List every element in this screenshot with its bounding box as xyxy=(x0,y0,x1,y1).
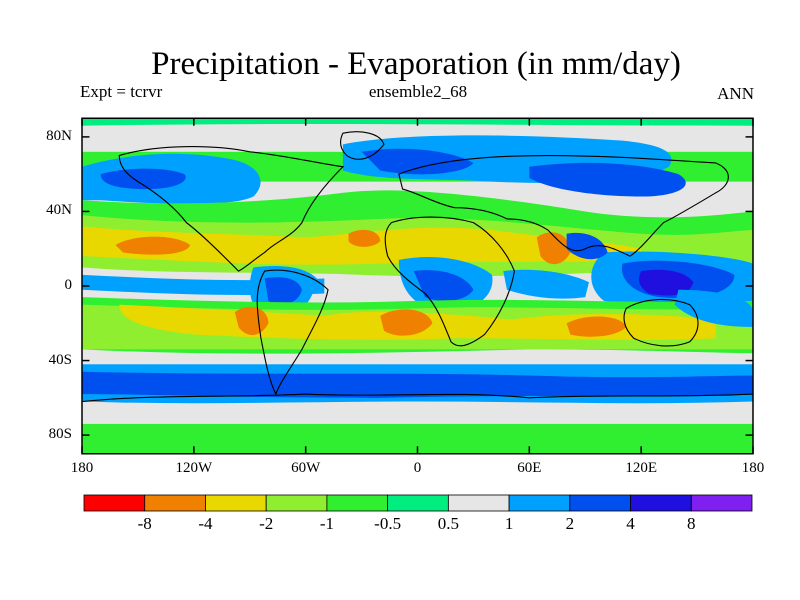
lat-tick-label: 0 xyxy=(64,277,73,293)
colorbar-swatch xyxy=(569,494,631,512)
lat-tick-label: 40N xyxy=(46,202,72,219)
south-atlantic-orange xyxy=(380,309,433,336)
lon-tick-label: 120E xyxy=(625,460,657,476)
experiment-label: Expt = tcrvr xyxy=(80,82,163,101)
lon-tick-label: 180 xyxy=(741,460,765,476)
colorbar-swatch xyxy=(447,494,510,512)
indian-ocean-blue xyxy=(503,269,589,299)
lat-tick-label: 80S xyxy=(48,426,72,443)
colorbar-tick-label: 4 xyxy=(626,514,635,533)
colorbar-swatch xyxy=(83,494,146,512)
colorbar-tick-label: 1 xyxy=(504,514,514,533)
colorbar-swatch xyxy=(326,494,389,512)
longitude-ticks xyxy=(81,118,754,454)
pme-map xyxy=(81,117,754,455)
arabia-orange xyxy=(536,232,571,265)
map-title: Precipitation - Evaporation (in mm/day) xyxy=(151,46,681,82)
colorbar-tick-label: 8 xyxy=(687,514,696,533)
southern-ocean-grey xyxy=(82,349,753,369)
colorbar xyxy=(83,494,753,512)
congo-darkblue xyxy=(413,270,474,302)
period-label: ANN xyxy=(717,84,754,103)
lat-tick-label: 80N xyxy=(46,127,72,144)
colorbar-swatch xyxy=(630,494,692,512)
antarctic-grey xyxy=(82,401,753,424)
coastlines xyxy=(82,131,753,403)
coast-australia xyxy=(623,298,699,347)
colorbar-tick-label: -0.5 xyxy=(374,514,402,533)
siberia-blue xyxy=(529,162,686,197)
coast-africa xyxy=(384,216,515,347)
lon-tick-label: 0 xyxy=(413,460,422,476)
north-india-blue xyxy=(566,232,608,260)
colorbar-swatch xyxy=(144,494,206,512)
colorbar-swatch xyxy=(205,494,267,512)
ensemble-label: ensemble2_68 xyxy=(368,82,468,101)
colorbar-tick-label: -2 xyxy=(259,514,274,533)
latitude-ticks xyxy=(82,136,753,436)
coast-greenland xyxy=(339,131,385,160)
colorbar-tick-label: 0.5 xyxy=(437,514,459,533)
colorbar-tick-label: 2 xyxy=(565,514,575,533)
coast-antarctica xyxy=(82,393,753,403)
amazon-darkblue xyxy=(264,277,302,305)
colorbar-swatch xyxy=(387,494,449,512)
south-indian-orange xyxy=(566,316,627,337)
lon-tick-label: 180 xyxy=(70,460,94,476)
colorbar-tick-label: -8 xyxy=(137,514,152,533)
lat-tick-label: 40S xyxy=(48,351,72,368)
north-pacific-orange xyxy=(115,236,191,255)
southern-ocean-darkblue xyxy=(82,371,753,398)
lon-tick-label: 60W xyxy=(291,460,321,476)
coast-north-america xyxy=(118,146,345,272)
colorbar-tick-label: -4 xyxy=(198,514,213,533)
south-pacific-convergence-blue xyxy=(674,289,753,328)
colorbar-swatch xyxy=(690,494,753,512)
lon-tick-label: 120W xyxy=(175,460,213,476)
lon-tick-label: 60E xyxy=(517,460,542,476)
north-atlantic-darkblue xyxy=(361,148,474,175)
coast-europe-asia xyxy=(398,154,729,257)
colorbar-tick-label: -1 xyxy=(319,514,334,533)
coast-south-america xyxy=(256,269,329,396)
maritime-continent-purple xyxy=(638,269,694,296)
colorbar-swatch xyxy=(265,494,328,512)
north-pacific-darkblue xyxy=(100,168,186,190)
north-atlantic-orange xyxy=(348,229,381,247)
colorbar-swatch xyxy=(508,494,571,512)
